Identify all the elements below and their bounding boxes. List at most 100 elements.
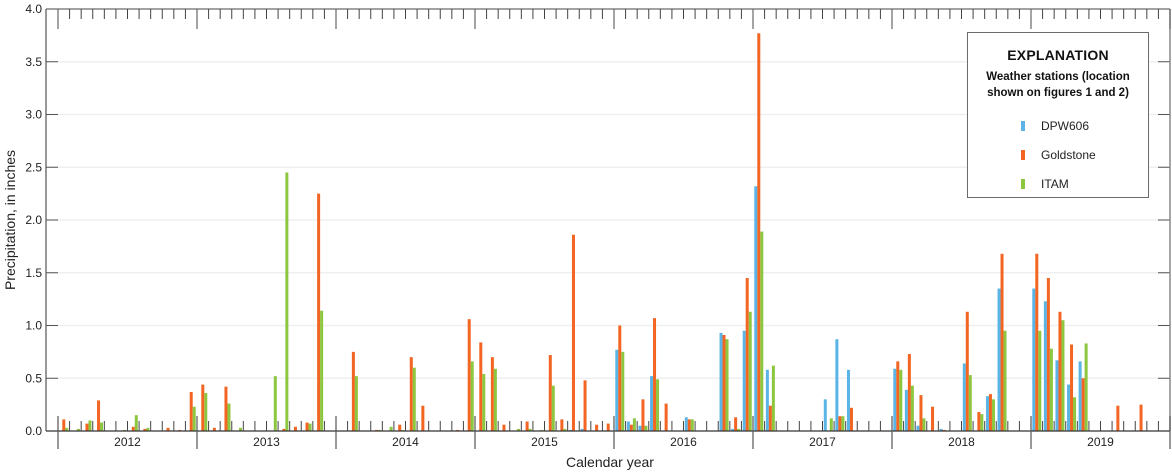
bar-dpw606 xyxy=(754,186,758,431)
bar-goldstone xyxy=(1046,278,1050,431)
bar-dpw606 xyxy=(1078,361,1082,431)
bar-itam xyxy=(204,393,208,431)
y-tick-label: 1.0 xyxy=(25,319,42,333)
bar-goldstone xyxy=(1081,378,1085,431)
bar-itam xyxy=(470,361,474,431)
legend-swatch-dpw606 xyxy=(1021,120,1025,131)
bar-dpw606 xyxy=(731,428,735,431)
bar-itam xyxy=(65,427,69,431)
bar-goldstone xyxy=(224,386,228,431)
bar-itam xyxy=(412,367,416,431)
legend-subtitle: Weather stations (location shown on figu… xyxy=(968,69,1148,101)
bar-dpw606 xyxy=(1067,384,1071,431)
x-tick-label-year: 2016 xyxy=(670,435,697,449)
bar-goldstone xyxy=(97,400,101,431)
bar-goldstone xyxy=(282,428,286,431)
bar-goldstone xyxy=(641,399,645,431)
bar-dpw606 xyxy=(1032,288,1036,431)
bar-itam xyxy=(968,375,972,431)
bar-goldstone xyxy=(1070,344,1074,431)
bar-itam xyxy=(922,418,926,431)
legend-label-goldstone: Goldstone xyxy=(1041,147,1096,162)
legend-swatch-goldstone xyxy=(1021,149,1025,160)
bar-dpw606 xyxy=(823,399,827,431)
bar-itam xyxy=(273,376,277,431)
bars xyxy=(62,33,1143,431)
bar-goldstone xyxy=(1035,253,1039,431)
bar-itam xyxy=(308,423,312,431)
x-tick-label-year: 2017 xyxy=(809,435,836,449)
bar-itam xyxy=(656,379,660,431)
bar-dpw606 xyxy=(626,421,630,431)
bar-goldstone xyxy=(629,424,633,431)
bar-goldstone xyxy=(734,417,738,431)
bar-dpw606 xyxy=(916,425,920,431)
legend-item-goldstone: Goldstone xyxy=(968,140,1148,169)
x-tick-label-year: 2018 xyxy=(948,435,975,449)
bar-goldstone xyxy=(687,419,691,431)
bar-itam xyxy=(285,172,289,431)
bar-dpw606 xyxy=(939,428,943,431)
bar-goldstone xyxy=(525,421,529,431)
bar-goldstone xyxy=(293,426,297,431)
bar-dpw606 xyxy=(893,368,897,431)
y-axis-title: Precipitation, in inches xyxy=(2,150,18,290)
bar-goldstone xyxy=(351,351,355,431)
bar-itam xyxy=(354,376,358,431)
legend-item-itam: ITAM xyxy=(968,169,1148,198)
bar-itam xyxy=(134,415,138,431)
bar-goldstone xyxy=(305,422,309,431)
y-tick-label: 4.0 xyxy=(25,2,42,16)
bar-itam xyxy=(980,414,984,431)
bar-goldstone xyxy=(965,311,969,431)
bar-goldstone xyxy=(571,234,575,431)
bar-itam xyxy=(841,416,845,431)
bar-goldstone xyxy=(606,423,610,431)
bar-itam xyxy=(725,339,729,431)
gridlines xyxy=(46,61,1170,379)
bar-itam xyxy=(991,399,995,431)
bar-goldstone xyxy=(479,342,483,431)
bar-itam xyxy=(563,428,567,431)
bar-goldstone xyxy=(548,355,552,431)
bar-dpw606 xyxy=(719,332,723,431)
bar-goldstone xyxy=(768,405,772,431)
bar-itam xyxy=(760,231,764,431)
bar-itam xyxy=(239,427,243,431)
bar-dpw606 xyxy=(615,349,619,431)
y-tick-label: 1.5 xyxy=(25,266,42,280)
bar-dpw606 xyxy=(997,288,1001,431)
bar-itam xyxy=(829,418,833,431)
legend-label-dpw606: DPW606 xyxy=(1041,118,1090,133)
axes xyxy=(45,8,1171,449)
bar-itam xyxy=(748,311,752,431)
legend-subtitle-line1: Weather stations (location xyxy=(986,71,1130,83)
bar-itam xyxy=(320,310,324,431)
bar-dpw606 xyxy=(765,369,769,431)
bar-itam xyxy=(621,351,625,431)
bar-itam xyxy=(771,365,775,431)
bar-goldstone xyxy=(931,406,935,431)
legend-swatch-itam xyxy=(1021,178,1025,189)
bar-goldstone xyxy=(664,403,668,431)
bar-dpw606 xyxy=(962,363,966,431)
bar-goldstone xyxy=(722,334,726,431)
x-tick-label-year: 2012 xyxy=(114,435,141,449)
bar-itam xyxy=(1061,320,1065,431)
x-tick-label-year: 2019 xyxy=(1087,435,1114,449)
bar-itam xyxy=(100,422,104,431)
bar-itam xyxy=(76,428,80,431)
bar-itam xyxy=(690,419,694,431)
bar-itam xyxy=(482,374,486,431)
bar-goldstone xyxy=(757,33,761,431)
bar-goldstone xyxy=(1116,405,1120,431)
bar-goldstone xyxy=(398,424,402,431)
bar-goldstone xyxy=(166,427,170,431)
bar-itam xyxy=(1038,330,1042,431)
bar-itam xyxy=(227,403,231,431)
y-tick-label: 2.5 xyxy=(25,160,42,174)
bar-goldstone xyxy=(618,325,622,431)
bar-itam xyxy=(1073,397,1077,431)
bar-itam xyxy=(88,420,92,431)
